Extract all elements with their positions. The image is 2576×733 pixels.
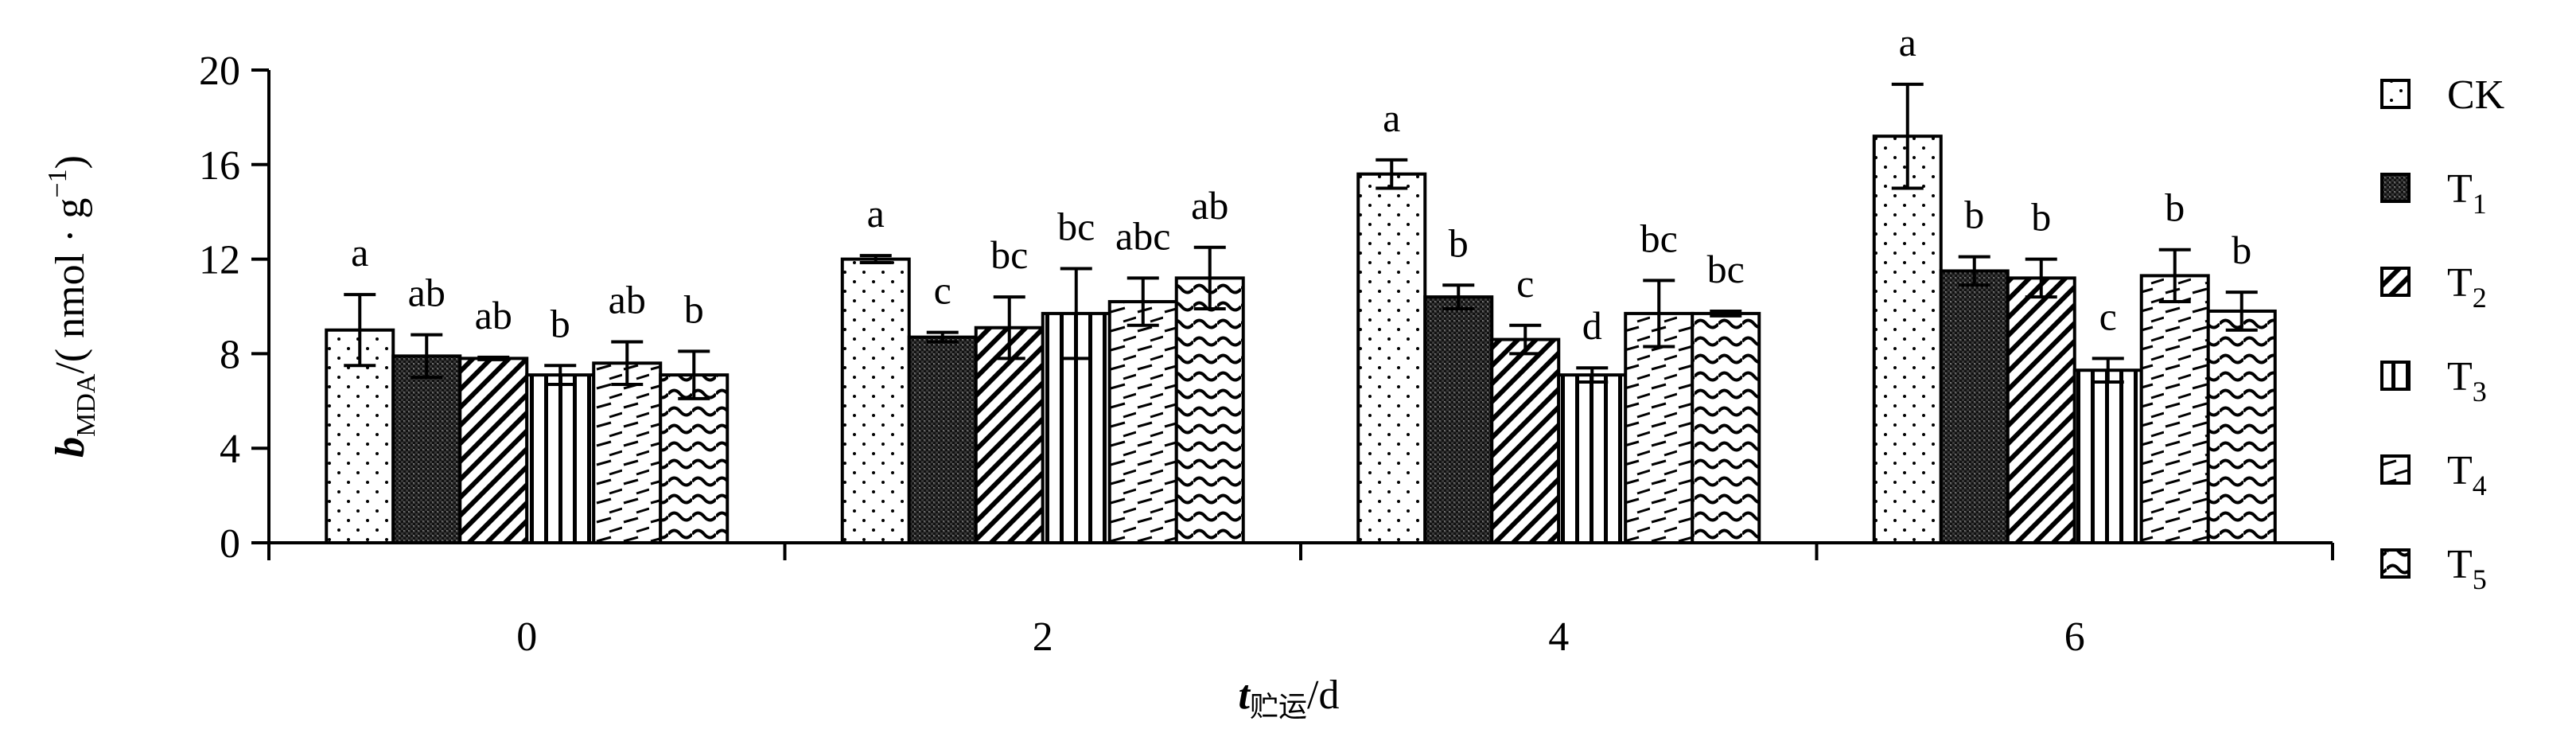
significance-letter: bc (1707, 247, 1745, 291)
legend-swatch-T5 (2380, 548, 2411, 579)
bar-T4 (2139, 274, 2210, 544)
x-tick-label: 6 (2064, 614, 2085, 660)
y-tick-label: 20 (199, 49, 240, 94)
bar-T5 (1691, 311, 1761, 544)
bar-T4 (592, 361, 663, 544)
significance-letter: bc (1057, 204, 1095, 248)
legend-swatch-T1 (2380, 173, 2411, 203)
y-tick-label: 4 (220, 427, 240, 472)
significance-letter: a (1383, 96, 1400, 140)
significance-letter: bc (990, 232, 1028, 277)
significance-letter: c (934, 268, 951, 313)
significance-letter: bc (1640, 216, 1678, 260)
legend: CK T1 T2 T3 T4 T5 (2380, 72, 2505, 595)
legend-label-T2: T2 (2447, 260, 2487, 314)
y-tick-label: 16 (199, 143, 240, 189)
legend-label-T3: T3 (2447, 354, 2487, 407)
bars (325, 82, 2277, 544)
x-tick-label: 4 (1548, 614, 1569, 660)
bar-T2 (974, 326, 1045, 544)
x-tick-label: 2 (1033, 614, 1053, 660)
bar-T3 (1557, 373, 1628, 544)
significance-letter: c (2099, 294, 2117, 338)
y-tick-label: 8 (220, 332, 240, 377)
bar-T5 (1174, 276, 1245, 544)
significance-letter: ab (609, 278, 646, 322)
bar-T2 (458, 357, 529, 544)
x-tick-label: 0 (516, 614, 537, 660)
bar-T1 (1423, 295, 1494, 544)
significance-letter: b (1449, 220, 1469, 265)
legend-label-T4: T4 (2447, 448, 2487, 501)
significance-letter: ab (475, 293, 512, 337)
significance-letter: abc (1115, 213, 1170, 258)
significance-letter: b (551, 301, 570, 345)
significance-letter: b (2232, 228, 2251, 272)
y-axis-title: bMDA/( nmol · g−1) (43, 155, 101, 458)
significance-letter: a (867, 191, 885, 236)
legend-swatch-CK (2380, 79, 2411, 109)
bar-T1 (907, 335, 978, 544)
bar-T3 (525, 373, 596, 544)
bar-CK (840, 257, 911, 544)
legend-label-T1: T1 (2447, 166, 2487, 220)
significance-letter: b (684, 287, 704, 331)
significance-letter: a (1899, 20, 1916, 64)
legend-swatch-T4 (2380, 454, 2411, 485)
significance-letter: a (351, 230, 368, 275)
legend-label-CK: CK (2447, 72, 2505, 118)
significance-letter: ab (1191, 183, 1228, 228)
bar-T5 (2206, 309, 2277, 544)
bar-T1 (1939, 269, 2010, 544)
legend-swatch-T3 (2380, 361, 2411, 391)
bar-T4 (1624, 311, 1695, 544)
significance-letter: b (1964, 193, 1984, 237)
bar-T2 (1490, 337, 1561, 544)
significance-letter: b (2165, 185, 2185, 230)
bar-CK (1872, 135, 1943, 544)
axis-titles: bMDA/( nmol · g−1) t贮运/d (43, 155, 1339, 723)
x-axis-title: t贮运/d (1239, 673, 1340, 723)
legend-swatch-T2 (2380, 267, 2411, 297)
legend-label-T5: T5 (2447, 542, 2487, 595)
bar-T1 (391, 354, 462, 544)
y-tick-label: 0 (220, 521, 240, 567)
bar-T3 (2072, 368, 2143, 544)
significance-letter: d (1582, 303, 1602, 348)
significance-letter: c (1516, 261, 1534, 306)
y-tick-label: 12 (199, 238, 240, 283)
bar-CK (1356, 172, 1427, 544)
significance-letter: ab (408, 271, 446, 315)
bar-T2 (2006, 276, 2076, 544)
significance-letter: b (2031, 195, 2051, 240)
bar-T4 (1107, 300, 1178, 544)
